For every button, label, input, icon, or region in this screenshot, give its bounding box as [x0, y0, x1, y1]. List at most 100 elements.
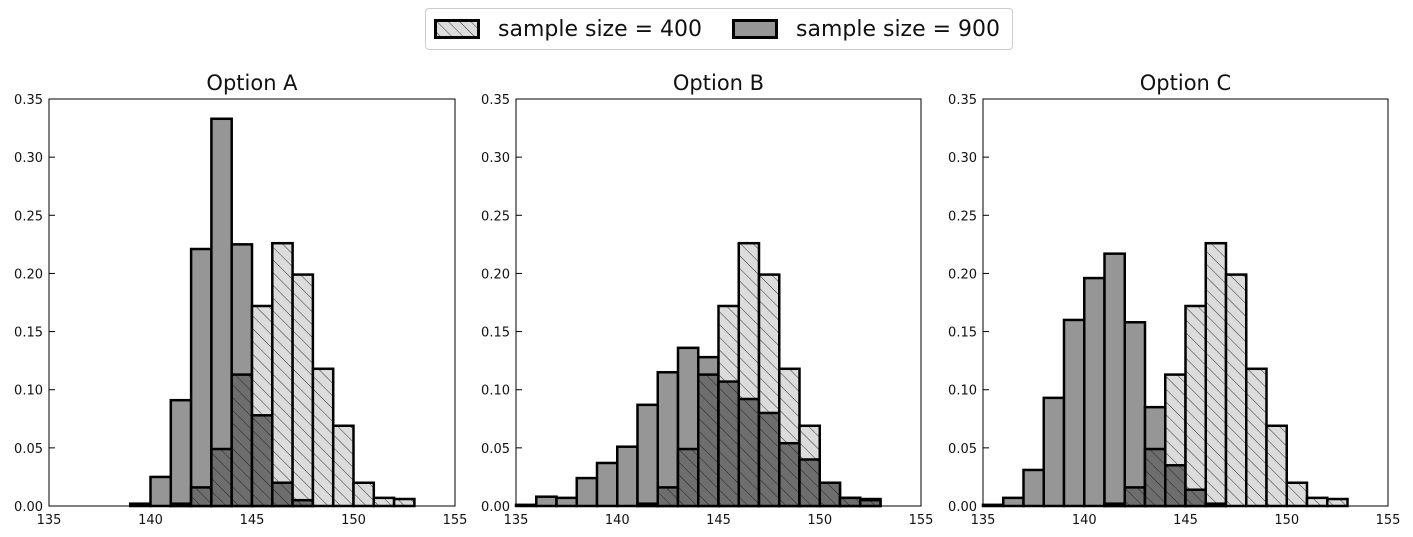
bar-sample-400 [1224, 273, 1248, 508]
bar-sample-400 [697, 373, 720, 508]
legend-item-900: sample size = 900 [732, 9, 1000, 49]
bar-sample-900 [1103, 252, 1126, 508]
y-tick-label: 0.15 [948, 326, 977, 341]
chart-title: Option B [673, 71, 764, 95]
y-tick-label: 0.05 [14, 442, 43, 457]
bar-sample-900 [1123, 321, 1147, 508]
y-tick-label: 0.05 [948, 442, 977, 457]
bar-sample-900 [555, 496, 578, 508]
x-tick-label: 135 [37, 513, 62, 528]
bar-sample-900 [838, 496, 862, 508]
bar-sample-400 [271, 241, 294, 508]
bar-sample-900 [798, 458, 821, 508]
y-tick-label: 0.00 [948, 500, 977, 515]
x-tick-label: 155 [1376, 513, 1401, 528]
bar-sample-400 [189, 486, 213, 508]
bar-sample-900 [656, 371, 680, 508]
x-tick-label: 155 [909, 513, 934, 528]
bar-sample-900 [737, 397, 761, 508]
x-tick-label: 145 [706, 513, 731, 528]
bar-sample-400 [1305, 496, 1329, 508]
y-tick-label: 0.15 [481, 326, 510, 341]
bar-sample-900 [778, 441, 801, 508]
y-tick-label: 0.30 [948, 151, 977, 166]
x-tick-label: 140 [605, 513, 630, 528]
y-tick-label: 0.25 [481, 209, 510, 224]
bar-sample-900 [717, 380, 740, 508]
x-tick-label: 150 [807, 513, 832, 528]
x-tick-label: 150 [1274, 513, 1299, 528]
bar-sample-400 [1285, 481, 1309, 508]
bar-sample-400 [291, 273, 315, 508]
bar-sample-400 [230, 373, 254, 508]
bar-sample-900 [818, 481, 842, 508]
bar-sample-900 [757, 411, 781, 508]
bar-sample-900 [575, 476, 599, 508]
x-tick-label: 135 [504, 513, 529, 528]
x-tick-label: 135 [971, 513, 996, 528]
chart-title: Option A [206, 71, 298, 95]
y-tick-label: 0.35 [948, 93, 977, 108]
bar-sample-900 [189, 247, 213, 508]
legend-swatch-hatched [434, 19, 480, 39]
x-tick-label: 145 [240, 513, 265, 528]
y-tick-label: 0.25 [14, 209, 43, 224]
bar-sample-900 [169, 398, 193, 508]
bar-sample-900 [1083, 276, 1106, 508]
bar-sample-400 [1326, 497, 1349, 508]
bar-sample-400 [331, 424, 355, 508]
y-tick-label: 0.35 [14, 93, 43, 108]
bar-sample-900 [636, 403, 659, 508]
bar-sample-400 [1245, 367, 1268, 508]
bar-sample-400 [1184, 304, 1207, 508]
bar-sample-900 [1062, 318, 1086, 508]
legend-label-400: sample size = 400 [498, 16, 703, 42]
legend-swatch-solid [732, 19, 778, 39]
bar-sample-400 [1265, 424, 1288, 508]
legend-label-900: sample size = 900 [796, 16, 1001, 42]
bar-sample-900 [1002, 496, 1025, 508]
bar-sample-400 [210, 447, 233, 508]
bar-sample-900 [595, 461, 619, 508]
x-tick-label: 140 [1072, 513, 1097, 528]
bar-sample-400 [311, 367, 335, 508]
y-tick-label: 0.10 [14, 384, 43, 399]
bar-sample-900 [271, 481, 294, 508]
x-tick-label: 150 [341, 513, 366, 528]
legend: sample size = 400 sample size = 900 [425, 8, 1013, 50]
bar-sample-900 [149, 475, 173, 508]
y-tick-label: 0.10 [948, 384, 977, 399]
bar-sample-900 [1042, 396, 1066, 508]
y-tick-label: 0.20 [481, 267, 510, 282]
bar-sample-900 [1022, 468, 1045, 508]
y-tick-label: 0.30 [14, 151, 43, 166]
y-tick-label: 0.20 [948, 267, 977, 282]
bar-sample-900 [859, 498, 882, 508]
bar-sample-900 [535, 495, 558, 508]
bar-sample-900 [1184, 488, 1207, 508]
y-tick-label: 0.20 [14, 267, 43, 282]
chart-title: Option C [1140, 71, 1231, 95]
bar-sample-400 [1143, 447, 1167, 508]
bar-sample-400 [1204, 241, 1228, 508]
bar-sample-400 [392, 497, 416, 508]
bar-sample-900 [250, 414, 274, 508]
bar-sample-900 [616, 445, 639, 508]
x-tick-label: 155 [443, 513, 468, 528]
y-tick-label: 0.30 [481, 151, 510, 166]
bar-sample-900 [1164, 464, 1187, 508]
bar-sample-900 [291, 498, 315, 508]
bar-sample-400 [676, 447, 700, 508]
y-tick-label: 0.25 [948, 209, 977, 224]
y-tick-label: 0.00 [14, 500, 43, 515]
legend-item-400: sample size = 400 [434, 9, 702, 49]
y-tick-label: 0.10 [481, 384, 510, 399]
x-tick-label: 140 [138, 513, 163, 528]
y-tick-label: 0.05 [481, 442, 510, 457]
x-tick-label: 145 [1173, 513, 1198, 528]
y-tick-label: 0.15 [14, 326, 43, 341]
bar-sample-400 [352, 481, 376, 508]
bar-sample-400 [372, 496, 396, 508]
y-tick-label: 0.35 [481, 93, 510, 108]
